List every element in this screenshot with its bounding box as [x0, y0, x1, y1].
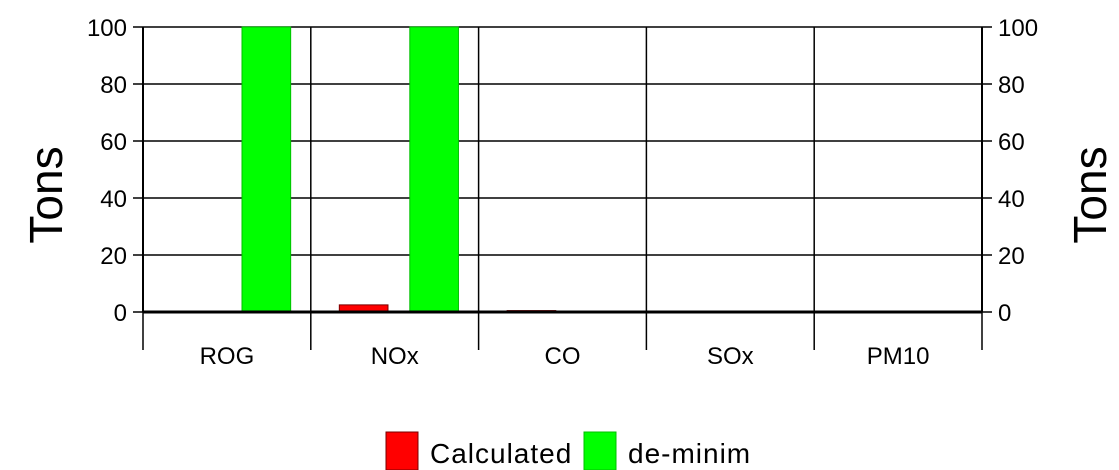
- x-axis-category-labels: ROG NOx CO SOx PM10: [200, 343, 930, 370]
- legend-label-de-minim: de-minim: [628, 438, 751, 469]
- y-tick-label-left: 40: [100, 186, 127, 213]
- y-tick-label-right: 20: [998, 243, 1025, 270]
- y-axis-left-title: Tons: [20, 146, 72, 243]
- bar-de-minim-rog: [241, 26, 292, 313]
- y-tick-label-left: 80: [100, 72, 127, 99]
- y-tick-label-right: 0: [998, 300, 1011, 327]
- x-tick-label-pm10: PM10: [867, 343, 930, 370]
- y-tick-label-left: 60: [100, 129, 127, 156]
- x-tick-label-nox: NOx: [371, 343, 419, 370]
- bars: [241, 26, 557, 313]
- y-tick-label-right: 60: [998, 129, 1025, 156]
- x-tick-label-co: CO: [545, 343, 581, 370]
- legend-swatch-calculated: [385, 431, 419, 470]
- y-tick-label-left: 100: [87, 15, 127, 42]
- y-tick-label-right: 40: [998, 186, 1025, 213]
- legend-swatch-de-minim: [583, 431, 617, 470]
- y-tick-label-right: 80: [998, 72, 1025, 99]
- y-axis-left-ticks: 0 20 40 60 80 100: [87, 15, 143, 327]
- legend: Calculated de-minim: [385, 431, 751, 470]
- x-tick-label-rog: ROG: [200, 343, 255, 370]
- axes: [142, 27, 983, 350]
- y-axis-right-ticks: 0 20 40 60 80 100: [982, 15, 1038, 327]
- y-tick-label-left: 20: [100, 243, 127, 270]
- y-tick-label-left: 0: [114, 300, 127, 327]
- legend-label-calculated: Calculated: [430, 438, 572, 469]
- bar-de-minim-nox: [409, 26, 459, 313]
- x-tick-label-sox: SOx: [707, 343, 754, 370]
- y-tick-label-right: 100: [998, 15, 1038, 42]
- y-axis-right-title: Tons: [1064, 146, 1116, 243]
